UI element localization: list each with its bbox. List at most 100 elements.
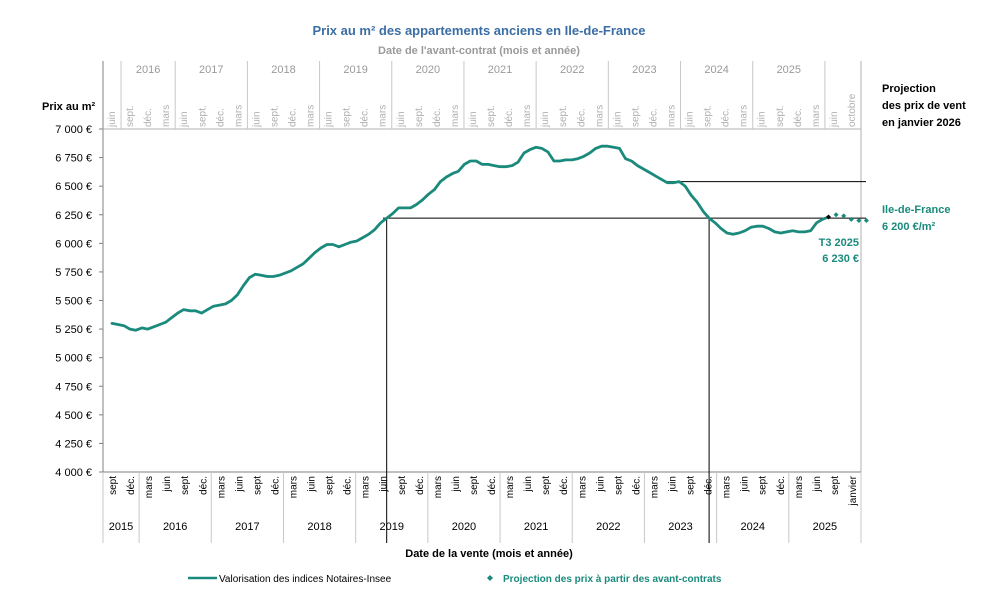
plot-frame [102,61,862,543]
projection-point [863,217,869,223]
top-month-label: sept. [486,105,497,127]
bottom-month-label: mars [289,476,300,498]
top-month-label: mars [667,105,678,127]
y-tick-label: 4 250 € [55,438,92,450]
top-month-label: mars [522,105,533,127]
top-month-label: sept. [703,105,714,127]
y-tick-label: 5 250 € [55,324,92,336]
bottom-month-label: sept [686,476,697,495]
top-month-label: mars [739,105,750,127]
top-month-label: juin [179,111,190,128]
top-year-label: 2020 [416,64,440,76]
bottom-year-label: 2015 [109,521,133,533]
projection-title-line2: des prix de vent [882,100,966,112]
bottom-month-label: mars [794,476,805,498]
y-tick-label: 5 500 € [55,296,92,308]
top-year-label: 2022 [560,64,584,76]
top-month-label: déc. [143,108,154,127]
top-month-label: déc. [648,108,659,127]
bottom-month-label: déc. [631,476,642,495]
top-month-label: juin [251,111,262,128]
top-month-label: sept. [414,105,425,127]
top-month-label: mars [811,105,822,127]
bottom-month-label: déc. [343,476,354,495]
y-axis: 7 000 € 6 750 € 6 500 € 6 250 € 6 000 € 5 750… [55,124,103,479]
bottom-year-label: 2025 [813,521,837,533]
projection-point [841,213,847,219]
top-date-axis: juin sept. déc. mars juin sept. déc. mars juin se… [107,61,858,129]
top-month-label: juin [396,111,407,128]
bottom-month-label: déc. [126,476,137,495]
bottom-month-label: mars [433,476,444,498]
y-tick-label: 4 500 € [55,410,92,422]
legend-label-indices: Valorisation des indices Notaires-Insee [219,574,392,585]
bottom-month-label: sept [108,476,119,495]
series-line-indices [110,144,830,332]
top-year-label: 2018 [271,64,295,76]
legend-diamond-swatch [487,575,493,581]
y-tick-label: 6 000 € [55,238,92,250]
y-tick-label: 6 250 € [55,210,92,222]
top-year-label: 2017 [199,64,223,76]
bottom-month-label: sept [758,476,769,495]
idf-value: 6 200 €/m² [882,221,936,233]
legend-label-projection: Projection des prix à partir des avant-c… [503,574,722,585]
y-tick-label: 7 000 € [55,124,92,136]
bottom-month-label: sept [180,476,191,495]
top-month-label: juin [468,111,479,128]
bottom-year-label: 2018 [307,521,331,533]
bottom-month-label: sept [397,476,408,495]
y-tick-label: 6 750 € [55,153,92,165]
bottom-month-label: juin [162,476,173,493]
top-month-label: déc. [360,108,371,127]
top-month-label: déc. [432,108,443,127]
bottom-month-label: déc. [270,476,281,495]
bottom-month-label: mars [577,476,588,498]
top-month-label: juin [107,111,118,128]
bottom-month-label: déc. [559,476,570,495]
bottom-month-label: juin [523,476,534,493]
top-month-label: déc. [793,108,804,127]
top-month-label: octobre [847,93,858,127]
top-month-label: juin [685,111,696,128]
bottom-month-label: mars [361,476,372,498]
bottom-year-label: 2020 [452,521,476,533]
t3-label: T3 2025 [819,237,859,249]
bottom-date-axis: sept déc. mars juin sept déc. mars juin sept déc.… [102,472,862,543]
projection-point [848,216,854,222]
top-month-label: juin [540,111,551,128]
bottom-year-label: 2022 [596,521,620,533]
projection-title-line1: Projection [882,83,936,95]
top-month-label: sept. [342,105,353,127]
bottom-month-label: déc. [776,476,787,495]
top-month-label: sept. [125,105,136,127]
bottom-month-label: juin [595,476,606,493]
top-month-label: sept. [558,105,569,127]
bottom-month-label: sept [830,476,841,495]
bottom-month-label: juin [379,476,390,493]
bottom-month-label: mars [649,476,660,498]
top-month-label: mars [594,105,605,127]
y-axis-label: Prix au m² [42,101,96,113]
bottom-year-label: 2017 [235,521,259,533]
chart-title: Prix au m² des appartements anciens en I… [312,23,645,38]
top-month-label: juin [829,111,840,128]
series-layer [110,144,869,332]
bottom-month-label: juin [740,476,751,493]
bottom-month-label: déc. [198,476,209,495]
projection-point [833,212,839,218]
bottom-month-label: sept [613,476,624,495]
projection-title-line3: en janvier 2026 [882,117,961,129]
top-month-label: déc. [721,108,732,127]
y-tick-label: 6 500 € [55,181,92,193]
top-month-label: mars [306,105,317,127]
top-month-label: juin [612,111,623,128]
projection-point [826,214,832,220]
top-month-label: juin [757,111,768,128]
top-month-label: mars [378,105,389,127]
top-year-label: 2019 [343,64,367,76]
top-year-label: 2021 [488,64,512,76]
bottom-month-label: mars [505,476,516,498]
bottom-month-label: juin [812,476,823,493]
